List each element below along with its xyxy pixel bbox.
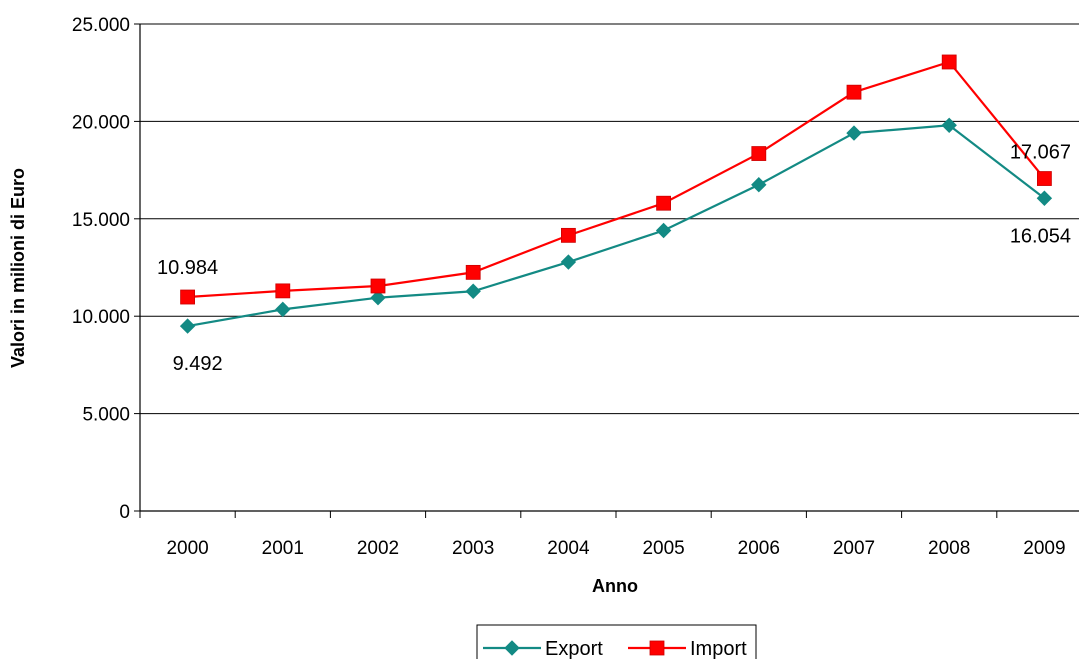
data-label: 17.067 xyxy=(1010,142,1071,164)
import-marker xyxy=(846,84,862,100)
x-tick-label: 2003 xyxy=(452,538,494,559)
import-marker xyxy=(656,195,671,211)
gridlines xyxy=(140,23,1079,415)
export-line xyxy=(187,124,1046,328)
y-tick-label: 5.000 xyxy=(82,405,130,426)
y-tick-label: 15.000 xyxy=(72,210,130,231)
x-tick-label: 2000 xyxy=(166,538,208,559)
import-marker xyxy=(465,264,481,280)
export-marker xyxy=(370,289,386,306)
legend-label: Import xyxy=(690,638,747,659)
legend-item-import: Import xyxy=(628,638,747,659)
x-axis-title: Anno xyxy=(592,576,638,596)
data-label: 16.054 xyxy=(1010,225,1071,247)
x-axis-ticks: 2000 2001 2002 2003 2004 2005 2006 2007 2008 2009 xyxy=(139,511,1066,559)
y-axis-title: Valori in milioni di Euro xyxy=(8,168,28,368)
legend-label: Export xyxy=(545,638,603,659)
data-series xyxy=(179,54,1053,334)
legend-item-export: Export xyxy=(483,638,603,659)
import-marker xyxy=(180,289,196,305)
x-tick-label: 2006 xyxy=(738,538,780,559)
x-tick-label: 2001 xyxy=(262,538,304,559)
import-series xyxy=(180,54,1052,305)
y-axis-ticks: 0 5.000 10.000 15.000 20.000 25.000 xyxy=(72,15,140,523)
x-tick-label: 2005 xyxy=(642,538,684,559)
axes xyxy=(139,24,1079,512)
data-label: 10.984 xyxy=(157,257,218,279)
import-marker xyxy=(649,640,665,656)
x-tick-label: 2002 xyxy=(357,538,399,559)
x-tick-label: 2008 xyxy=(928,538,970,559)
import-marker xyxy=(275,283,291,299)
import-marker xyxy=(370,278,386,294)
export-marker xyxy=(941,117,957,134)
x-tick-label: 2004 xyxy=(547,538,590,559)
export-marker xyxy=(465,283,481,299)
export-marker xyxy=(179,318,196,334)
y-tick-label: 20.000 xyxy=(72,112,130,133)
y-tick-label: 0 xyxy=(119,502,130,523)
import-line xyxy=(187,60,1046,299)
y-tick-label: 25.000 xyxy=(72,15,130,36)
export-marker xyxy=(1036,190,1053,206)
legend: Export Import xyxy=(476,624,757,659)
data-annotations: 10.984 9.492 17.067 16.054 xyxy=(157,142,1071,376)
export-marker xyxy=(846,125,862,141)
import-marker xyxy=(561,227,576,243)
x-tick-label: 2007 xyxy=(833,538,875,559)
export-marker xyxy=(275,301,291,318)
import-marker xyxy=(751,146,767,161)
x-tick-label: 2009 xyxy=(1023,538,1065,559)
export-marker xyxy=(560,254,577,270)
export-series xyxy=(179,117,1053,334)
export-marker xyxy=(504,640,520,656)
import-marker xyxy=(941,54,957,70)
data-label: 9.492 xyxy=(173,353,223,375)
export-marker xyxy=(751,177,767,193)
y-tick-label: 10.000 xyxy=(72,307,130,328)
export-marker xyxy=(655,222,672,239)
legend-frame xyxy=(476,624,757,659)
import-marker xyxy=(1037,171,1052,186)
